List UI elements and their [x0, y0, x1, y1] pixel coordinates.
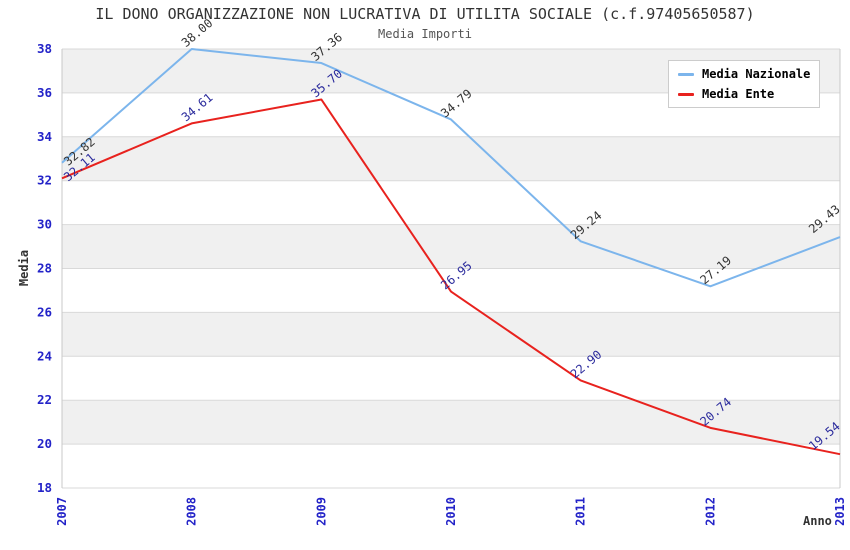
series-line-media-nazionale [61, 48, 841, 288]
y-tick-label: 38 [37, 41, 52, 56]
x-axis-title: Anno [803, 514, 832, 528]
x-tick-label: 2011 [574, 497, 588, 526]
plot-band [62, 312, 840, 357]
legend-line-swatch-blue [678, 72, 694, 76]
y-tick-label: 28 [37, 261, 52, 276]
x-tick-label: 2010 [444, 497, 458, 526]
chart-title: IL DONO ORGANIZZAZIONE NON LUCRATIVA DI … [95, 5, 755, 23]
y-tick-label: 36 [37, 85, 52, 100]
plot-band [62, 136, 840, 181]
y-tick-label: 18 [37, 480, 52, 495]
plot-band [62, 400, 840, 445]
x-tick-label: 2008 [185, 497, 199, 526]
plot-band [62, 224, 840, 269]
y-tick-label: 26 [37, 304, 52, 319]
y-tick-label: 32 [37, 173, 52, 188]
y-tick-label: 20 [37, 436, 52, 451]
y-tick-label: 34 [37, 129, 52, 144]
legend-item-media-nazionale[interactable]: Media Nazionale [678, 67, 810, 81]
legend-label: Media Nazionale [702, 67, 811, 81]
y-tick-label: 24 [37, 348, 52, 363]
y-tick-label: 22 [37, 392, 52, 407]
legend-label: Media Ente [702, 87, 775, 101]
series-line-media-ente [61, 98, 841, 456]
y-tick-label: 30 [37, 217, 52, 232]
y-axis-title: Media [17, 249, 31, 287]
x-tick-label: 2012 [703, 497, 717, 526]
point-value-label: 38.00 [179, 16, 216, 50]
x-tick-label: 2009 [314, 497, 328, 526]
x-tick-label: 2013 [833, 497, 847, 526]
legend-line-swatch-red [678, 92, 694, 96]
legend: Media Nazionale Media Ente [668, 60, 821, 108]
x-tick-label: 2007 [55, 497, 69, 526]
chart-subtitle: Media Importi [378, 27, 472, 41]
legend-item-media-ente[interactable]: Media Ente [678, 87, 810, 101]
